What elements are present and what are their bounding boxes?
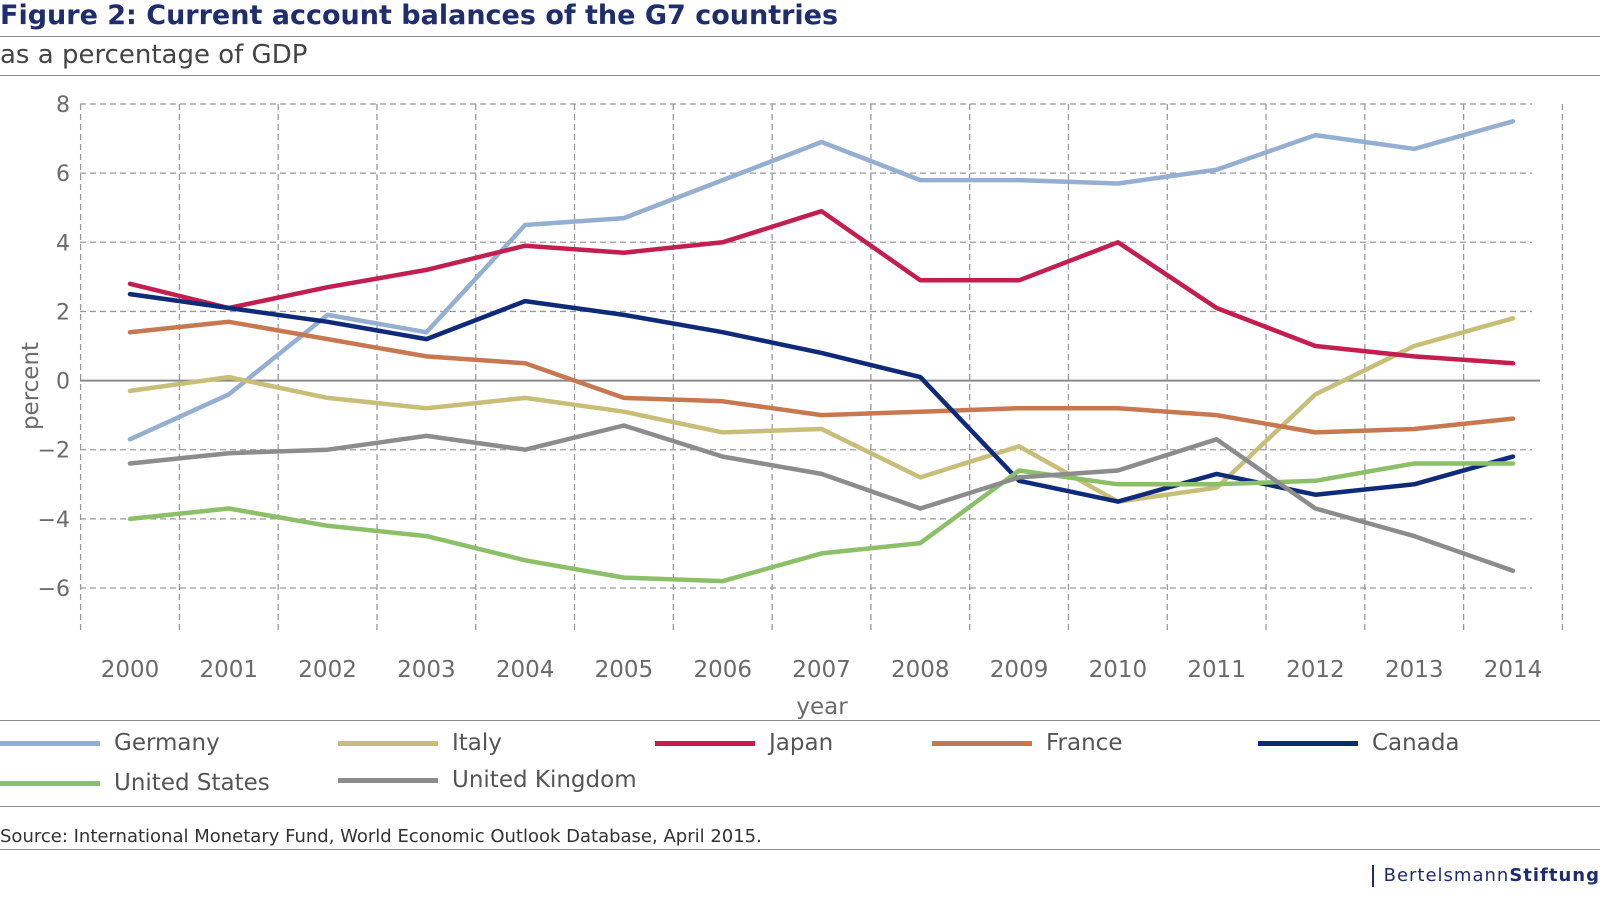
legend-swatch xyxy=(932,740,1032,746)
legend-bottom-divider xyxy=(0,806,1600,807)
brand-logo: BertelsmannStiftung xyxy=(1371,865,1600,887)
legend-swatch xyxy=(0,780,100,786)
source-note: Source: International Monetary Fund, Wor… xyxy=(0,826,762,847)
y-tick-label: 2 xyxy=(56,300,70,325)
legend-item-united-states: United States xyxy=(0,768,270,798)
legend-label: Italy xyxy=(452,730,502,756)
legend-swatch xyxy=(1258,740,1358,746)
series-line-france xyxy=(127,319,1516,435)
legend-swatch xyxy=(338,740,438,746)
legend-swatch xyxy=(338,777,438,783)
title-divider xyxy=(0,36,1600,37)
x-tick-label: 2009 xyxy=(990,657,1049,683)
chart-title: Figure 2: Current account balances of th… xyxy=(0,0,839,31)
y-tick-label: −2 xyxy=(38,439,70,464)
legend-label: Japan xyxy=(769,730,834,756)
legend-item-france: France xyxy=(932,728,1122,758)
legend-swatch xyxy=(655,740,755,746)
brand-bold: Stiftung xyxy=(1509,865,1600,886)
legend-label: United States xyxy=(114,770,270,796)
x-tick-label: 2010 xyxy=(1089,657,1148,683)
legend-label: Canada xyxy=(1372,730,1460,756)
x-tick-label: 2002 xyxy=(298,657,357,683)
x-tick-label: 2000 xyxy=(101,657,160,683)
line-chart: 8 6 4 2 0 −2 −4 −6 2000 2001 2002 2003 2004 2005 2006 2… xyxy=(18,93,1564,720)
legend-top-divider xyxy=(0,720,1600,721)
y-tick-label: −4 xyxy=(38,508,70,533)
x-tick-label: 2003 xyxy=(397,657,456,683)
brand-bar xyxy=(1371,865,1374,887)
subtitle-divider xyxy=(0,75,1600,76)
x-tick-label: 2014 xyxy=(1484,657,1543,683)
legend-item-italy: Italy xyxy=(338,728,502,758)
footer-divider xyxy=(0,849,1600,850)
y-axis-title: percent xyxy=(18,342,44,430)
legend-item-united-kingdom: United Kingdom xyxy=(338,765,637,795)
y-tick-label: 6 xyxy=(56,162,70,187)
y-tick-label: −6 xyxy=(38,577,70,602)
legend-item-japan: Japan xyxy=(655,728,833,758)
brand-regular: Bertelsmann xyxy=(1383,865,1510,886)
legend-swatch xyxy=(0,740,100,746)
x-tick-label: 2004 xyxy=(496,657,555,683)
x-tick-label: 2001 xyxy=(200,657,259,683)
chart-legend: Germany Italy Japan France Canada United Stat… xyxy=(0,728,1600,813)
legend-label: Germany xyxy=(114,730,220,756)
series-line-united-kingdom xyxy=(127,423,1516,573)
x-tick-label: 2011 xyxy=(1187,657,1246,683)
x-tick-label: 2005 xyxy=(595,657,654,683)
legend-item-germany: Germany xyxy=(0,728,220,758)
legend-item-canada: Canada xyxy=(1258,728,1460,758)
x-tick-label: 2008 xyxy=(891,657,950,683)
legend-label: United Kingdom xyxy=(452,767,637,793)
x-axis-title: year xyxy=(796,694,848,720)
y-tick-label: 4 xyxy=(56,231,70,256)
y-tick-label: 8 xyxy=(56,93,70,118)
series-line-united-states xyxy=(127,461,1516,584)
legend-label: France xyxy=(1046,730,1123,756)
x-tick-label: 2007 xyxy=(792,657,851,683)
x-tick-label: 2006 xyxy=(693,657,752,683)
x-tick-label: 2012 xyxy=(1286,657,1345,683)
series-line-germany xyxy=(127,119,1516,442)
chart-subtitle: as a percentage of GDP xyxy=(0,40,308,70)
y-tick-label: 0 xyxy=(56,370,70,395)
series-line-japan xyxy=(127,208,1516,366)
x-tick-label: 2013 xyxy=(1385,657,1444,683)
